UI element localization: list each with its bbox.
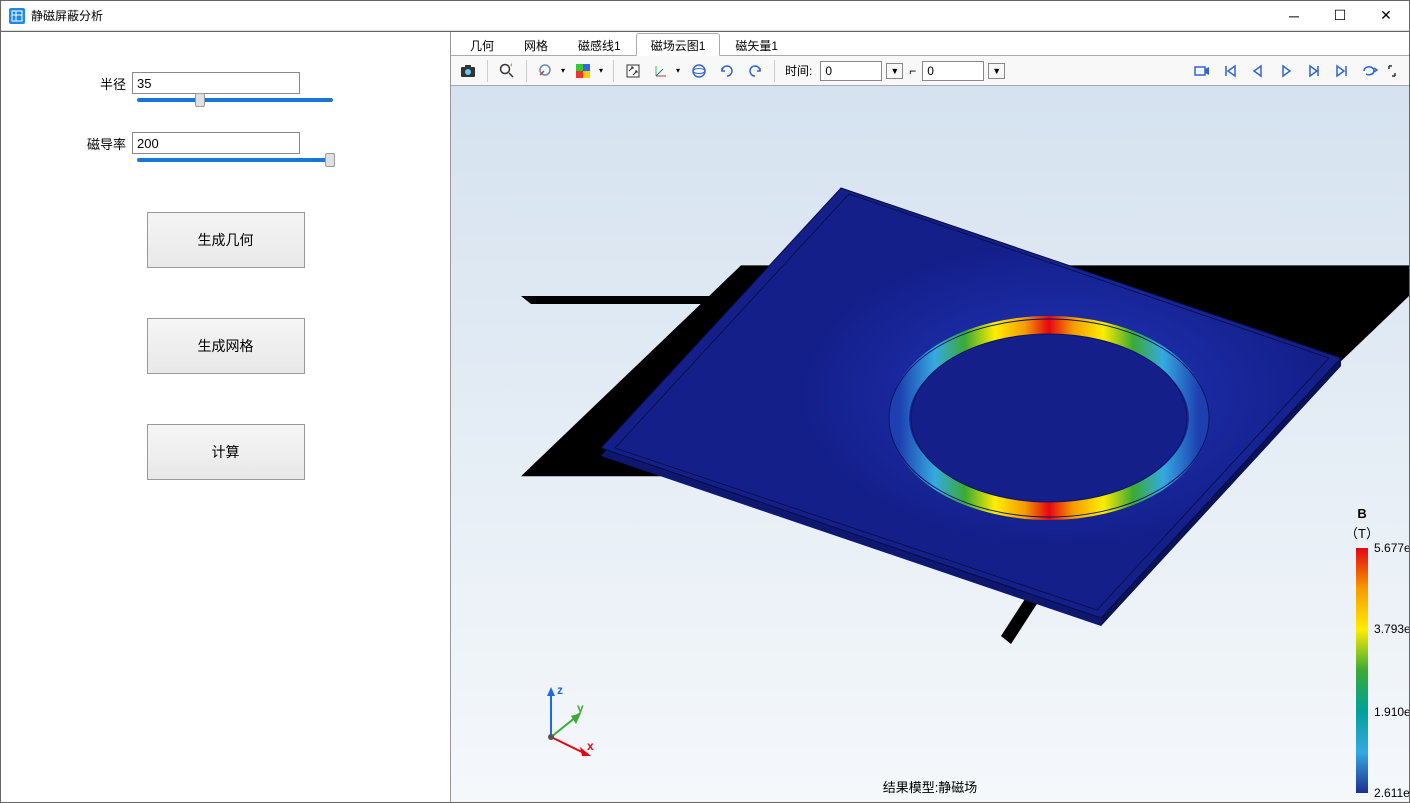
fit-view-icon[interactable] [620,59,646,83]
expand-icon[interactable] [1385,59,1399,83]
compute-button[interactable]: 计算 [147,424,305,480]
last-frame-icon[interactable] [1329,59,1355,83]
legend-bar: 5.677e-053.793e-051.910e-052.611e-07 [1356,548,1368,793]
radius-slider[interactable] [137,98,333,102]
legend-unit: （T） [1345,523,1379,542]
app-icon [9,8,25,24]
legend-tick: 2.611e-07 [1374,786,1409,800]
titlebar-left: 静磁屏蔽分析 [9,7,103,24]
svg-text:x: x [587,739,594,753]
time-controls: 时间: ▼ ⌐ ▼ [781,61,1005,81]
viewport[interactable]: z x y B （T） 5.677e-053.793e-051.910e-052… [451,86,1409,802]
perm-input[interactable] [132,132,300,154]
rotate-cw-icon[interactable] [714,59,740,83]
app-window: 静磁屏蔽分析 ─ ☐ ✕ 半径 磁导率 生成几何 生 [0,0,1410,803]
tab-4[interactable]: 磁矢量1 [720,33,793,56]
radius-input[interactable] [132,72,300,94]
maximize-button[interactable]: ☐ [1317,1,1363,31]
step-value-input[interactable] [922,61,984,81]
legend-title: B [1345,506,1379,521]
tab-bar: 几何网格磁感线1磁场云图1磁矢量1 [451,32,1409,56]
tab-1[interactable]: 网格 [509,33,563,56]
next-frame-icon[interactable] [1301,59,1327,83]
axes-dropdown[interactable] [648,59,684,83]
rotate-ccw-icon[interactable] [742,59,768,83]
colormap-dropdown[interactable] [571,59,607,83]
step-dropdown-icon[interactable]: ▼ [988,63,1005,79]
step-icon: ⌐ [909,64,916,78]
time-dropdown-icon[interactable]: ▼ [886,63,903,79]
tab-0[interactable]: 几何 [455,33,509,56]
prev-frame-icon[interactable] [1245,59,1271,83]
tab-3[interactable]: 磁场云图1 [636,33,721,56]
content: 半径 磁导率 生成几何 生成网格 计算 几何网格磁感线1磁场云图1磁矢量1 [1,31,1409,802]
perm-label: 磁导率 [87,134,126,153]
loop-icon[interactable] [1357,59,1383,83]
radius-row: 半径 [21,72,430,94]
minimize-button[interactable]: ─ [1271,1,1317,31]
legend-tick: 3.793e-05 [1374,622,1409,636]
rotate-view-icon[interactable] [686,59,712,83]
screenshot-icon[interactable] [455,59,481,83]
legend-tick: 1.910e-05 [1374,705,1409,719]
svg-text:y: y [577,701,584,715]
titlebar: 静磁屏蔽分析 ─ ☐ ✕ [1,1,1409,31]
play-icon[interactable] [1273,59,1299,83]
perm-slider[interactable] [137,158,333,162]
color-legend: B （T） 5.677e-053.793e-051.910e-052.611e-… [1345,506,1379,793]
radius-label: 半径 [100,74,126,93]
plate-3d [601,166,1281,666]
result-model-label: 结果模型:静磁场 [883,777,978,796]
playback-controls [1189,59,1399,83]
generate-mesh-button[interactable]: 生成网格 [147,318,305,374]
time-label: 时间: [785,62,812,79]
sidebar: 半径 磁导率 生成几何 生成网格 计算 [1,32,451,802]
axis-gizmo: z x y [531,682,601,762]
zoom-icon[interactable] [494,59,520,83]
first-frame-icon[interactable] [1217,59,1243,83]
record-icon[interactable] [1189,59,1215,83]
window-controls: ─ ☐ ✕ [1271,1,1409,31]
time-value-input[interactable] [820,61,882,81]
generate-geometry-button[interactable]: 生成几何 [147,212,305,268]
svg-text:z: z [557,683,563,697]
window-title: 静磁屏蔽分析 [31,7,103,24]
close-button[interactable]: ✕ [1363,1,1409,31]
legend-tick: 5.677e-05 [1374,541,1409,555]
select-dropdown[interactable] [533,59,569,83]
viewport-toolbar: 时间: ▼ ⌐ ▼ [451,56,1409,86]
main-panel: 几何网格磁感线1磁场云图1磁矢量1 时间: ▼ ⌐ [451,32,1409,802]
perm-row: 磁导率 [21,132,430,154]
tab-2[interactable]: 磁感线1 [563,33,636,56]
